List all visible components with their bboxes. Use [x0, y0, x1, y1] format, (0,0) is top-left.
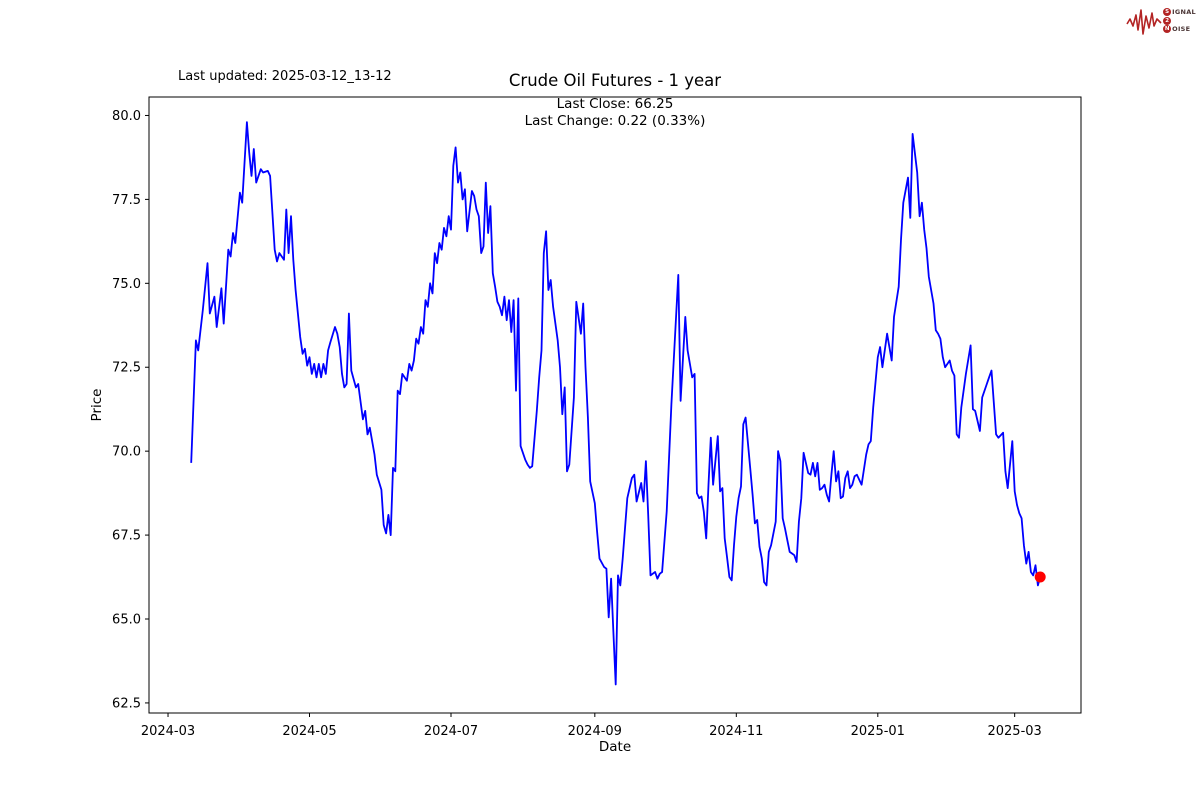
y-tick-label: 72.5 [112, 361, 141, 376]
x-axis-label: Date [598, 739, 632, 755]
last-updated-text: Last updated: 2025-03-12_13-12 [178, 69, 392, 84]
signal2noise-logo: S IGNAL 2 N OISE [1126, 4, 1196, 38]
last-price-dot [1034, 571, 1046, 583]
logo-word-2: 2 [1163, 16, 1196, 26]
y-tick-label: 80.0 [112, 109, 141, 124]
x-tick-label: 2024-03 [141, 724, 195, 739]
logo-2-badge: 2 [1163, 16, 1172, 25]
plot-border [148, 96, 1082, 714]
x-tick-label: 2025-03 [987, 724, 1041, 739]
y-tick-label: 70.0 [112, 445, 141, 460]
logo-word-noise-rest: OISE [1172, 25, 1191, 34]
y-tick-label: 67.5 [112, 529, 141, 544]
x-tick-label: 2024-11 [709, 724, 763, 739]
y-tick-label: 62.5 [112, 696, 141, 711]
price-line [190, 121, 1042, 686]
x-tick-label: 2025-01 [851, 724, 905, 739]
chart-subtitle-last-close: Last Close: 66.25 [556, 96, 674, 112]
y-tick-label: 77.5 [112, 193, 141, 208]
logo-s-badge: S [1163, 8, 1172, 17]
y-tick-label: 65.0 [112, 613, 141, 628]
logo-word-signal: S IGNAL [1163, 8, 1196, 17]
y-tick-label: 75.0 [112, 277, 141, 292]
y-axis-label: Price [89, 388, 105, 422]
logo-word-noise: N OISE [1163, 25, 1196, 34]
logo-text: S IGNAL 2 N OISE [1163, 8, 1196, 34]
heartbeat-waveform-icon [1126, 9, 1162, 35]
logo-word-signal-rest: IGNAL [1172, 8, 1196, 17]
chart-title: Crude Oil Futures - 1 year [508, 71, 722, 90]
chart-subtitle-last-change: Last Change: 0.22 (0.33%) [524, 113, 706, 129]
x-tick-label: 2024-09 [568, 724, 622, 739]
logo-n-badge: N [1163, 25, 1172, 34]
x-tick-label: 2024-05 [282, 724, 336, 739]
x-tick-label: 2024-07 [424, 724, 478, 739]
